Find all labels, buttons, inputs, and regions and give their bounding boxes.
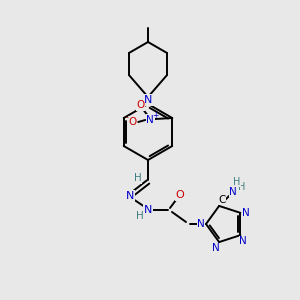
Text: H: H	[238, 182, 246, 192]
Text: H: H	[134, 173, 142, 183]
Text: N: N	[197, 219, 205, 229]
Text: -: -	[126, 113, 129, 122]
Text: N: N	[126, 191, 134, 201]
Text: H: H	[136, 211, 144, 221]
Text: N: N	[146, 115, 154, 125]
Text: N: N	[144, 95, 152, 105]
Text: O: O	[136, 100, 144, 110]
Text: +: +	[152, 112, 158, 121]
Text: H: H	[233, 177, 241, 187]
Text: N: N	[229, 187, 237, 197]
Text: C: C	[218, 195, 226, 205]
Text: O: O	[128, 117, 136, 127]
Text: O: O	[176, 190, 184, 200]
Text: N: N	[239, 236, 247, 246]
Text: N: N	[212, 243, 220, 253]
Text: N: N	[242, 208, 250, 218]
Text: N: N	[144, 205, 152, 215]
